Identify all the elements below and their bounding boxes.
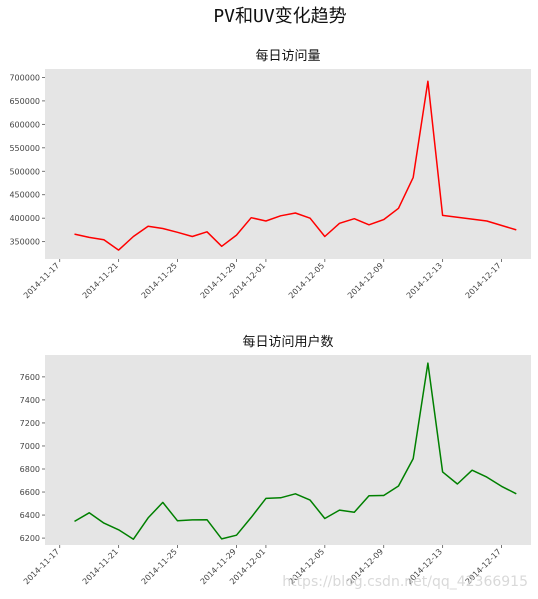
pv-y-tick-label: 700000 [9, 73, 40, 82]
uv-y-tick-label: 7600 [20, 373, 40, 382]
figure-title: PV和UV变化趋势 [213, 6, 346, 27]
pv-y-tick-label: 600000 [9, 120, 40, 129]
pv-x-tick-label: 2014-12-09 [346, 261, 385, 300]
pv-chart: 每日访问量 350000 400000 450000 500000 550000 6000… [9, 48, 531, 300]
pv-chart-title: 每日访问量 [255, 48, 320, 64]
pv-x-tick-label: 2014-12-13 [405, 261, 444, 300]
pv-y-axis: 350000 400000 450000 500000 550000 600000 6500… [9, 73, 45, 247]
pv-x-tick-label: 2014-11-25 [140, 261, 179, 300]
uv-chart: 每日访问用户数 6200 6400 6600 6800 7000 7200 7400 7600… [20, 334, 531, 586]
uv-y-tick-label: 7000 [20, 442, 40, 451]
uv-series [74, 362, 517, 540]
pv-plot-background [45, 69, 531, 259]
pv-series [74, 80, 517, 251]
pv-y-tick-label: 550000 [9, 144, 40, 153]
pv-line [74, 80, 517, 251]
uv-x-tick-label: 2014-11-25 [140, 547, 179, 586]
pv-y-tick-label: 400000 [9, 214, 40, 223]
pv-x-tick-label: 2014-11-17 [22, 261, 61, 300]
pv-y-tick-label: 500000 [9, 167, 40, 176]
uv-y-tick-label: 7200 [20, 419, 40, 428]
uv-y-tick-label: 7400 [20, 396, 40, 405]
uv-y-tick-label: 6800 [20, 465, 40, 474]
pv-y-tick-label: 450000 [9, 191, 40, 200]
pv-x-axis: 2014-11-17 2014-11-21 2014-11-25 2014-11-29… [22, 259, 503, 300]
uv-x-tick-label: 2014-11-21 [81, 547, 120, 586]
uv-plot-background [45, 355, 531, 545]
uv-y-tick-label: 6200 [20, 534, 40, 543]
uv-x-tick-label: 2014-11-17 [22, 547, 61, 586]
uv-line [74, 362, 517, 540]
pv-x-tick-label: 2014-11-21 [81, 261, 120, 300]
uv-y-axis: 6200 6400 6600 6800 7000 7200 7400 7600 [20, 373, 45, 543]
pv-y-tick-label: 650000 [9, 97, 40, 106]
uv-chart-title: 每日访问用户数 [242, 334, 333, 350]
uv-y-tick-label: 6400 [20, 511, 40, 520]
pv-x-tick-label: 2014-12-17 [464, 261, 503, 300]
uv-y-tick-label: 6600 [20, 488, 40, 497]
pv-y-tick-label: 350000 [9, 238, 40, 247]
watermark-text: https://blog.csdn.net/qq_42366915 [282, 574, 528, 590]
pv-x-tick-label: 2014-12-05 [287, 261, 326, 300]
